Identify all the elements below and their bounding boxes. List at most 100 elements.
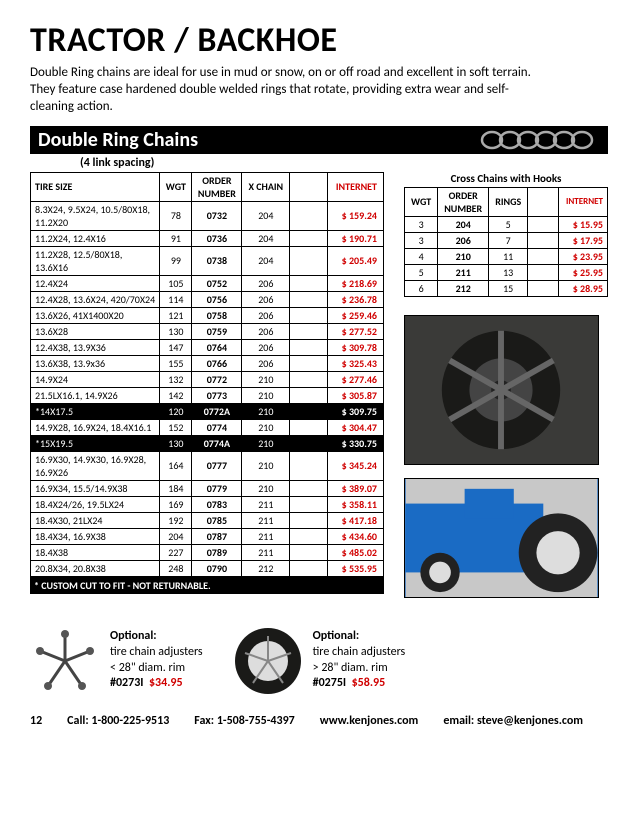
cell-net: $ 389.07	[328, 480, 384, 496]
cell-tire: 11.2X28, 12.5/80X18, 13.6X16	[31, 246, 160, 275]
cell-wgt2: 3	[405, 216, 438, 232]
th-net2: INTERNET	[558, 187, 607, 216]
cell-xch: 206	[242, 307, 290, 323]
footer-fax: Fax: 1-508-755-4397	[194, 714, 294, 728]
cell-wgt: 78	[160, 201, 192, 230]
cell-blank	[290, 246, 328, 275]
cell-tire: 12.4X38, 13.9X36	[31, 339, 160, 355]
cell-ord: 0764	[192, 339, 242, 355]
footer-call: Call: 1-800-225-9513	[67, 714, 169, 728]
opt1-l2: < 28" diam. rim	[110, 661, 185, 675]
page-number: 12	[30, 714, 42, 728]
cell-blank2	[528, 248, 559, 264]
cell-net: $ 417.18	[328, 512, 384, 528]
th-blank2	[528, 187, 559, 216]
table-row: 13.6X26, 41X1400X201210758206$ 259.46	[31, 307, 384, 323]
cell-wgt: 169	[160, 496, 192, 512]
cell-tire: 11.2X24, 12.4X16	[31, 230, 160, 246]
table-row: *15X19.51300774A210$ 330.75	[31, 435, 384, 451]
cell-ord: 0785	[192, 512, 242, 528]
cell-tire: 16.9X34, 15.5/14.9X38	[31, 480, 160, 496]
page-footer: 12 Call: 1-800-225-9513 Fax: 1-508-755-4…	[30, 714, 608, 728]
th-ord2: ORDER NUMBER	[438, 187, 489, 216]
cell-xch: 210	[242, 435, 290, 451]
cell-rings: 15	[489, 280, 528, 296]
cell-net2: $ 25.95	[558, 264, 607, 280]
cell-wgt: 147	[160, 339, 192, 355]
cell-rings: 13	[489, 264, 528, 280]
cell-xch: 211	[242, 512, 290, 528]
cell-blank	[290, 275, 328, 291]
table-row: *14X17.51200772A210$ 309.75	[31, 403, 384, 419]
cell-tire: 13.6X28	[31, 323, 160, 339]
opt1-head: Optional:	[110, 629, 157, 643]
cell-wgt: 132	[160, 371, 192, 387]
cell-wgt2: 4	[405, 248, 438, 264]
adjuster-star-icon	[30, 626, 100, 696]
opt2-head: Optional:	[313, 629, 360, 643]
cell-blank	[290, 230, 328, 246]
cell-tire: 14.9X24	[31, 371, 160, 387]
table-row: 13.6X281300759206$ 277.52	[31, 323, 384, 339]
cross-row: 621215$ 28.95	[405, 280, 608, 296]
table-row: 14.9X241320772210$ 277.46	[31, 371, 384, 387]
cross-table: WGT ORDER NUMBER RINGS INTERNET 3204 5 $ 1…	[404, 187, 608, 297]
cross-row: 421011$ 23.95	[405, 248, 608, 264]
th-ord: ORDER NUMBER	[192, 172, 242, 201]
cell-net2: $ 28.95	[558, 280, 607, 296]
cell-ord: 0752	[192, 275, 242, 291]
main-table-wrap: TIRE SIZE WGT ORDER NUMBER X CHAIN INTER…	[30, 172, 384, 594]
cell-wgt2: 6	[405, 280, 438, 296]
opt1-price: $34.95	[149, 676, 183, 690]
table-row: 11.2X24, 12.4X16910736204$ 190.71	[31, 230, 384, 246]
th-xch: X CHAIN	[242, 172, 290, 201]
cell-tire: 8.3X24, 9.5X24, 10.5/80X18, 11.2X20	[31, 201, 160, 230]
cell-xch: 210	[242, 419, 290, 435]
cell-wgt: 130	[160, 435, 192, 451]
intro-text: Double Ring chains are ideal for use in …	[30, 65, 550, 116]
cell-ord: 0774A	[192, 435, 242, 451]
cell-blank2	[528, 232, 559, 248]
cell-ord: 0790	[192, 560, 242, 576]
cell-blank	[290, 451, 328, 480]
cell-xch: 211	[242, 544, 290, 560]
cell-wgt2: 5	[405, 264, 438, 280]
cell-net: $ 485.02	[328, 544, 384, 560]
cell-ord: 0766	[192, 355, 242, 371]
cell-wgt: 120	[160, 403, 192, 419]
cell-xch: 206	[242, 291, 290, 307]
adjuster-wheel-icon	[233, 626, 303, 696]
cell-ord: 0738	[192, 246, 242, 275]
cell-ord2: 211	[438, 264, 489, 280]
th-blank	[290, 172, 328, 201]
cell-net2: $ 17.95	[558, 232, 607, 248]
cell-xch: 206	[242, 355, 290, 371]
cell-ord2: 204	[438, 216, 489, 232]
cell-wgt: 184	[160, 480, 192, 496]
cell-blank	[290, 323, 328, 339]
cell-net: $ 535.95	[328, 560, 384, 576]
cell-ord2: 206	[438, 232, 489, 248]
cell-blank	[290, 201, 328, 230]
cell-ord: 0772	[192, 371, 242, 387]
footer-email: email: steve@kenjones.com	[443, 714, 583, 728]
cell-blank2	[528, 264, 559, 280]
cell-tire: *14X17.5	[31, 403, 160, 419]
tractor-tire-image	[404, 315, 599, 465]
cell-ord: 0759	[192, 323, 242, 339]
cell-xch: 212	[242, 560, 290, 576]
cell-net: $ 304.47	[328, 419, 384, 435]
cell-wgt: 142	[160, 387, 192, 403]
options-row: Optional: tire chain adjusters < 28" dia…	[30, 626, 608, 696]
cross-row: 32067$ 17.95	[405, 232, 608, 248]
table-row: 18.4X34, 16.9X382040787211$ 434.60	[31, 528, 384, 544]
th-rings: RINGS	[489, 187, 528, 216]
cell-xch: 211	[242, 528, 290, 544]
cell-blank	[290, 512, 328, 528]
cell-tire: 18.4X34, 16.9X38	[31, 528, 160, 544]
cell-blank2	[528, 280, 559, 296]
cell-net2: $ 15.95	[558, 216, 607, 232]
cross-title: Cross Chains with Hooks	[404, 172, 608, 185]
subheading: (4 link spacing)	[30, 154, 608, 172]
th-wgt2: WGT	[405, 187, 438, 216]
